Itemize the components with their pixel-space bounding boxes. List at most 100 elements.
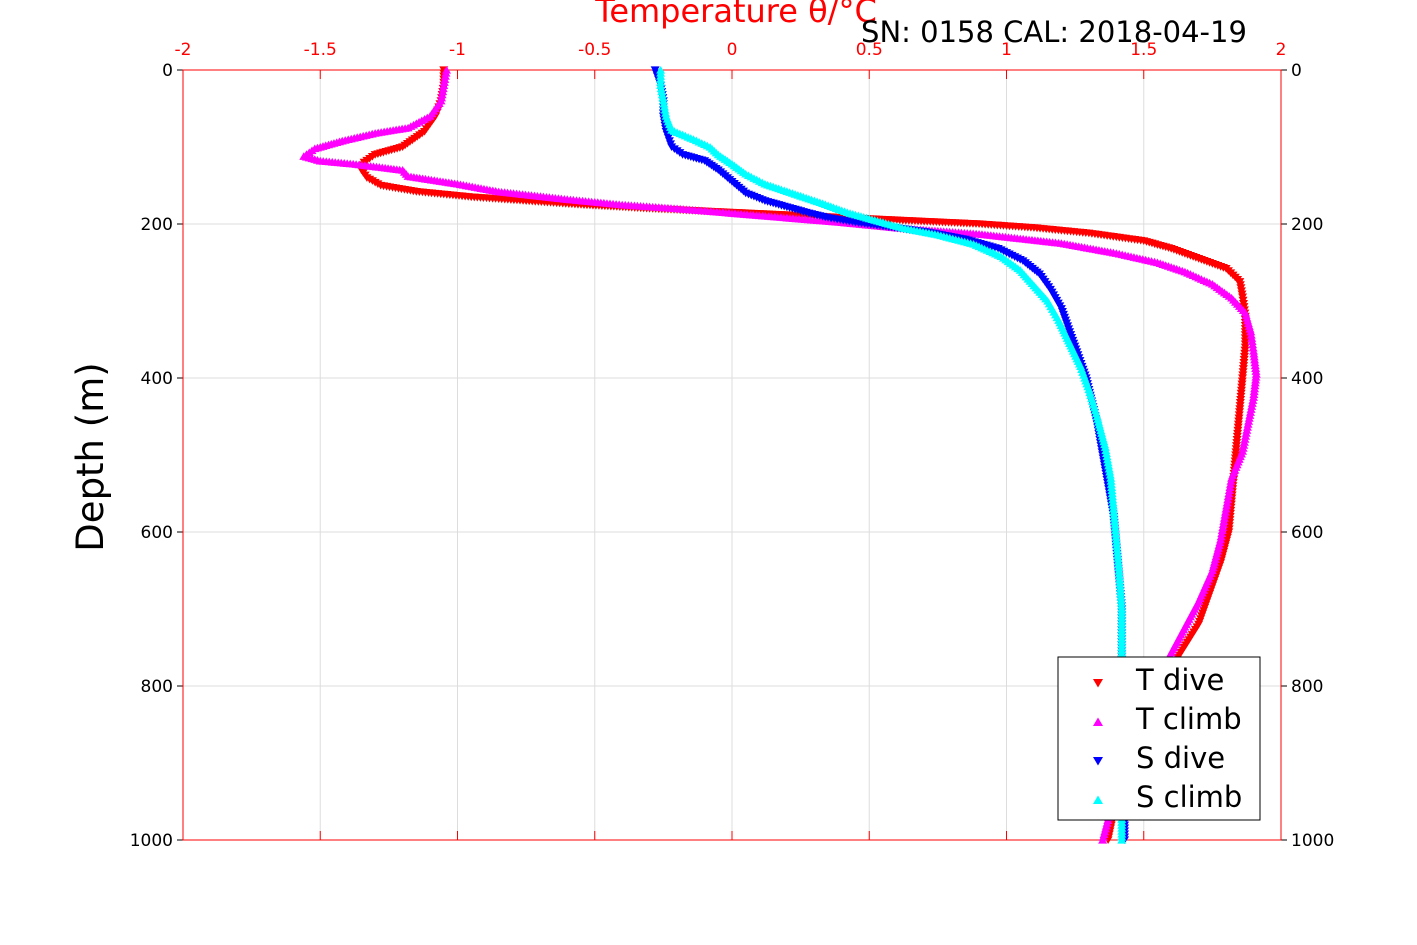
data-point (1248, 343, 1258, 352)
data-point (1100, 443, 1110, 451)
x-tick-label: 2 (1276, 40, 1287, 60)
data-point (1101, 446, 1111, 454)
y-tick-label-left: 200 (141, 215, 173, 235)
data-points (299, 65, 1261, 845)
data-point (1218, 523, 1228, 531)
data-point (1219, 517, 1229, 525)
data-point (439, 81, 449, 89)
legend-label: T dive (1135, 663, 1224, 697)
data-point (1244, 417, 1254, 425)
data-point (1247, 402, 1257, 410)
data-point (1247, 337, 1257, 346)
data-point (1223, 495, 1233, 504)
top-axis-ticks: -2 -1.5 -1 -0.5 0 0.5 1 1.5 2 (175, 40, 1287, 60)
data-point (1224, 489, 1234, 498)
data-point (659, 102, 669, 111)
y-tick-label-right: 0 (1291, 61, 1302, 81)
data-point (658, 96, 668, 105)
y-tick-label-left: 0 (162, 61, 173, 81)
data-point (1227, 474, 1237, 482)
data-point (657, 90, 667, 99)
chart-subtitle: SN: 0158 CAL: 2018-04-19 (861, 15, 1247, 49)
legend: T dive T climb S dive S climb (1057, 656, 1261, 821)
legend-label: T climb (1135, 702, 1242, 736)
legend-marker (1093, 717, 1103, 726)
data-point (1248, 340, 1258, 349)
data-point (1238, 444, 1248, 452)
x-tick-label: -1.5 (304, 40, 337, 60)
data-point (1249, 393, 1259, 401)
data-point (1102, 452, 1112, 461)
data-point (1101, 449, 1111, 458)
data-point (1224, 486, 1234, 495)
data-point (1244, 414, 1254, 422)
y-tick-label-right: 400 (1291, 369, 1323, 389)
data-point (439, 78, 449, 86)
data-point (1242, 426, 1252, 434)
data-point (1103, 455, 1113, 464)
data-point (1247, 399, 1257, 407)
data-point (656, 84, 666, 93)
y-tick-label-right: 600 (1291, 523, 1323, 543)
data-point (442, 65, 452, 74)
legend-marker (1093, 757, 1103, 766)
data-point (1245, 411, 1255, 419)
data-point (1248, 396, 1258, 404)
chart-title: Temperature θ/°C (594, 0, 877, 30)
data-point (660, 105, 670, 114)
data-point (441, 69, 451, 77)
y-axis-label: Depth (m) (69, 362, 112, 551)
data-point (1221, 507, 1231, 516)
data-point (1246, 408, 1255, 416)
y-tick-label-left: 1000 (130, 831, 173, 851)
data-point (1225, 480, 1235, 488)
data-point (1217, 529, 1227, 538)
data-point (1239, 441, 1249, 449)
data-point (1242, 423, 1252, 431)
data-point (1247, 334, 1257, 342)
data-point (1098, 835, 1108, 844)
data-point (438, 87, 448, 96)
data-point (657, 87, 667, 96)
data-point (1220, 511, 1230, 519)
series-s-dive (650, 66, 1130, 845)
x-tick-label: -1 (449, 40, 466, 60)
data-point (437, 93, 447, 102)
data-point (1222, 501, 1232, 510)
y-tick-label-left: 400 (141, 369, 173, 389)
data-point (437, 90, 447, 99)
data-point (1246, 405, 1256, 413)
data-point (1222, 498, 1232, 507)
legend-box (1057, 656, 1261, 821)
data-point (1239, 438, 1249, 446)
legend-marker (1093, 795, 1103, 804)
series-s-climb (656, 65, 1127, 844)
data-point (658, 93, 668, 102)
plot-frame (182, 69, 1282, 841)
y-tick-label-left: 800 (141, 677, 173, 697)
data-point (1219, 514, 1229, 522)
data-point (1218, 520, 1228, 528)
data-point (440, 72, 450, 80)
data-point (1105, 467, 1115, 476)
y-tick-label-right: 800 (1291, 677, 1323, 697)
data-point (438, 84, 448, 93)
data-point (659, 99, 669, 108)
y-tick-label-right: 200 (1291, 215, 1323, 235)
x-tick-label: -0.5 (578, 40, 611, 60)
right-axis-ticks: 0 200 400 600 800 1000 (1291, 61, 1334, 851)
data-point (1117, 835, 1127, 844)
data-point (656, 81, 666, 89)
data-point (1241, 432, 1251, 440)
data-point (1104, 464, 1114, 473)
x-tick-label: 0.5 (856, 40, 883, 60)
data-point (661, 109, 671, 117)
legend-label: S dive (1136, 741, 1225, 775)
data-point (1216, 532, 1226, 541)
data-point (1226, 477, 1236, 485)
data-point (440, 75, 450, 83)
x-tick-label: 1.5 (1130, 40, 1157, 60)
data-point (1240, 435, 1250, 443)
x-tick-label: 1 (1001, 40, 1012, 60)
